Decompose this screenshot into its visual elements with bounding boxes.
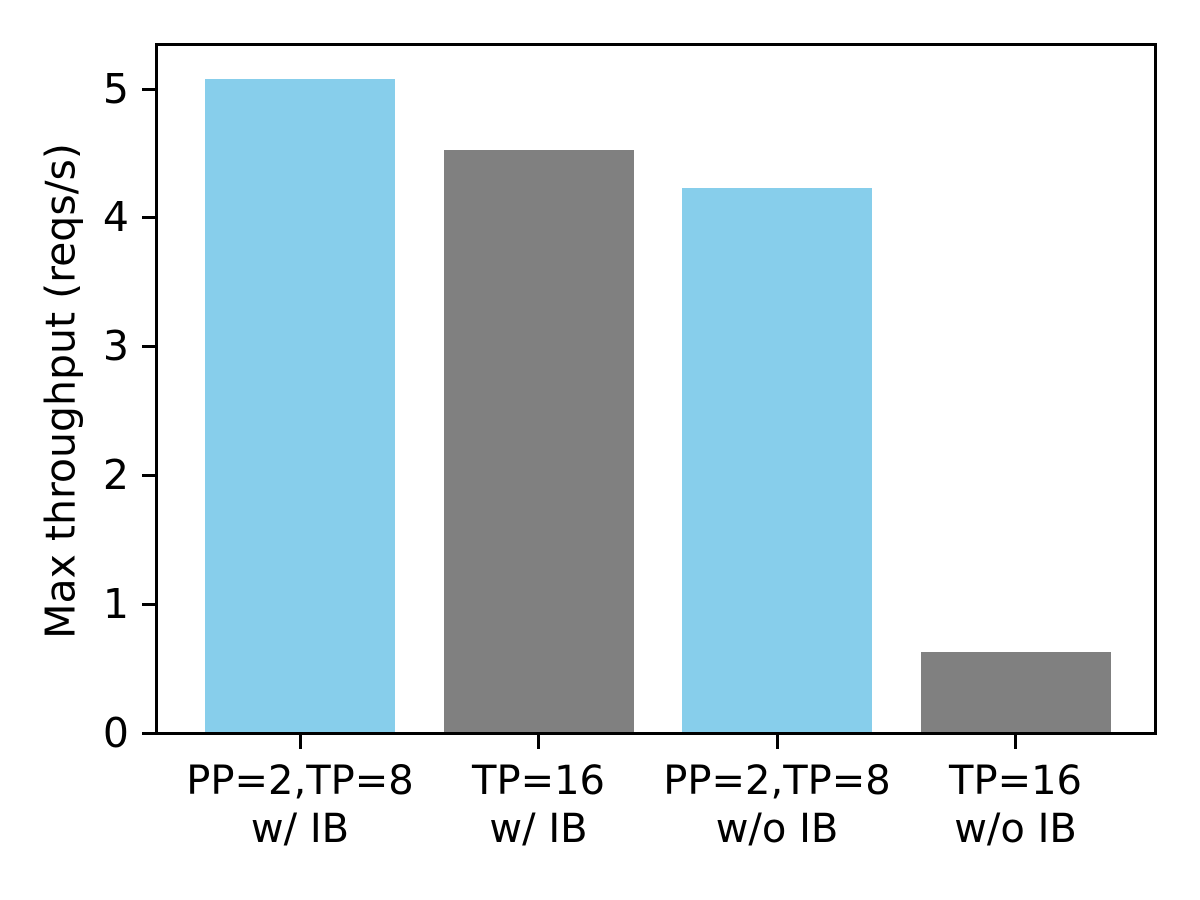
- x-tick-label-3: TP=16 w/o IB: [876, 757, 1156, 853]
- x-tick-label-0-line-0: PP=2,TP=8: [186, 758, 414, 804]
- y-tick-label-0: 0: [102, 708, 129, 757]
- x-tick-label-0-line-1: w/ IB: [250, 806, 350, 852]
- bar-2: [682, 188, 872, 735]
- y-tick-mark-5: [142, 87, 155, 91]
- y-tick-label-3: 3: [102, 322, 129, 371]
- x-tick-mark-3: [1014, 735, 1017, 749]
- x-tick-label-1-line-1: w/ IB: [489, 806, 588, 852]
- x-tick-label-1-line-0: TP=16: [472, 758, 605, 804]
- y-tick-mark-0: [142, 731, 155, 735]
- y-tick-label-5: 5: [102, 64, 129, 113]
- x-tick-label-2-line-1: w/o IB: [715, 806, 839, 852]
- x-tick-mark-1: [537, 735, 540, 749]
- y-tick-mark-4: [142, 216, 155, 220]
- y-tick-mark-3: [142, 345, 155, 349]
- bar-3: [920, 652, 1111, 735]
- x-tick-mark-0: [298, 735, 302, 749]
- x-tick-label-0: PP=2,TP=8 w/ IB: [160, 757, 440, 853]
- x-tick-label-2-line-0: PP=2,TP=8: [663, 758, 891, 804]
- y-tick-label-1: 1: [102, 579, 129, 628]
- x-tick-label-2: PP=2,TP=8 w/o IB: [637, 757, 917, 853]
- y-tick-mark-2: [142, 473, 155, 477]
- x-tick-label-3-line-0: TP=16: [949, 758, 1082, 804]
- x-tick-mark-2: [775, 735, 779, 749]
- bar-1: [443, 150, 634, 735]
- bar-0: [205, 79, 395, 735]
- y-tick-label-4: 4: [102, 193, 129, 242]
- x-tick-label-3-line-1: w/o IB: [954, 806, 1077, 852]
- y-tick-mark-1: [142, 602, 155, 606]
- y-tick-label-2: 2: [102, 450, 129, 499]
- x-tick-label-1: TP=16 w/ IB: [399, 757, 679, 853]
